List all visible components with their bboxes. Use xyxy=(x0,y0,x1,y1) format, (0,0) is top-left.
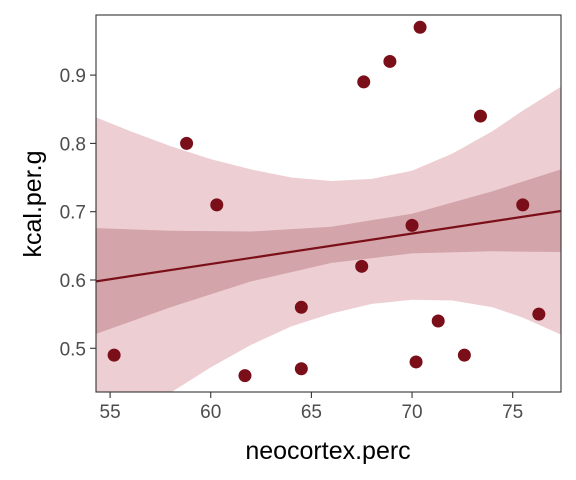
y-tick-label: 0.6 xyxy=(60,271,86,292)
data-point xyxy=(294,300,308,314)
y-tick-label: 0.8 xyxy=(60,134,86,155)
data-point xyxy=(357,75,371,89)
data-point xyxy=(294,362,308,376)
plot-panel xyxy=(96,20,561,392)
data-point xyxy=(431,314,445,328)
panel-border xyxy=(95,14,562,393)
data-point xyxy=(383,54,397,68)
x-axis-title: neocortex.perc xyxy=(245,437,410,465)
confidence-band xyxy=(96,169,561,334)
x-axis: 55 60 65 70 75 xyxy=(100,392,523,423)
data-point xyxy=(405,218,419,232)
y-tick-label: 0.5 xyxy=(60,339,86,360)
data-point xyxy=(355,259,369,273)
data-point xyxy=(457,348,471,362)
data-point xyxy=(409,355,423,369)
data-point xyxy=(238,369,252,383)
y-axis: 0.5 0.6 0.7 0.8 0.9 xyxy=(60,66,96,360)
x-tick-label: 70 xyxy=(401,402,422,423)
data-point xyxy=(180,136,194,150)
data-point xyxy=(473,109,487,123)
y-tick-label: 0.7 xyxy=(60,203,86,224)
data-point xyxy=(210,198,224,212)
points-layer xyxy=(107,20,546,383)
x-tick-label: 75 xyxy=(502,402,523,423)
x-tick-label: 55 xyxy=(100,402,121,423)
regression-line xyxy=(96,209,561,283)
data-point xyxy=(532,307,546,321)
y-tick-label: 0.9 xyxy=(60,66,86,87)
x-tick-label: 60 xyxy=(200,402,221,423)
x-tick-label: 65 xyxy=(301,402,322,423)
data-point xyxy=(107,348,121,362)
data-point xyxy=(516,198,530,212)
data-point xyxy=(413,20,427,34)
y-axis-title: kcal.per.g xyxy=(19,150,47,257)
